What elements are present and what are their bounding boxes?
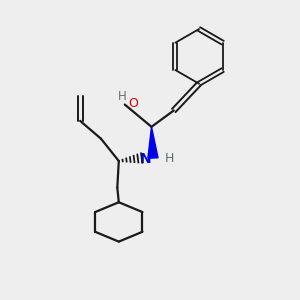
Polygon shape	[148, 127, 158, 158]
Text: H: H	[165, 152, 174, 165]
Text: O: O	[129, 98, 139, 110]
Text: N: N	[140, 152, 152, 166]
Text: H: H	[118, 90, 126, 103]
